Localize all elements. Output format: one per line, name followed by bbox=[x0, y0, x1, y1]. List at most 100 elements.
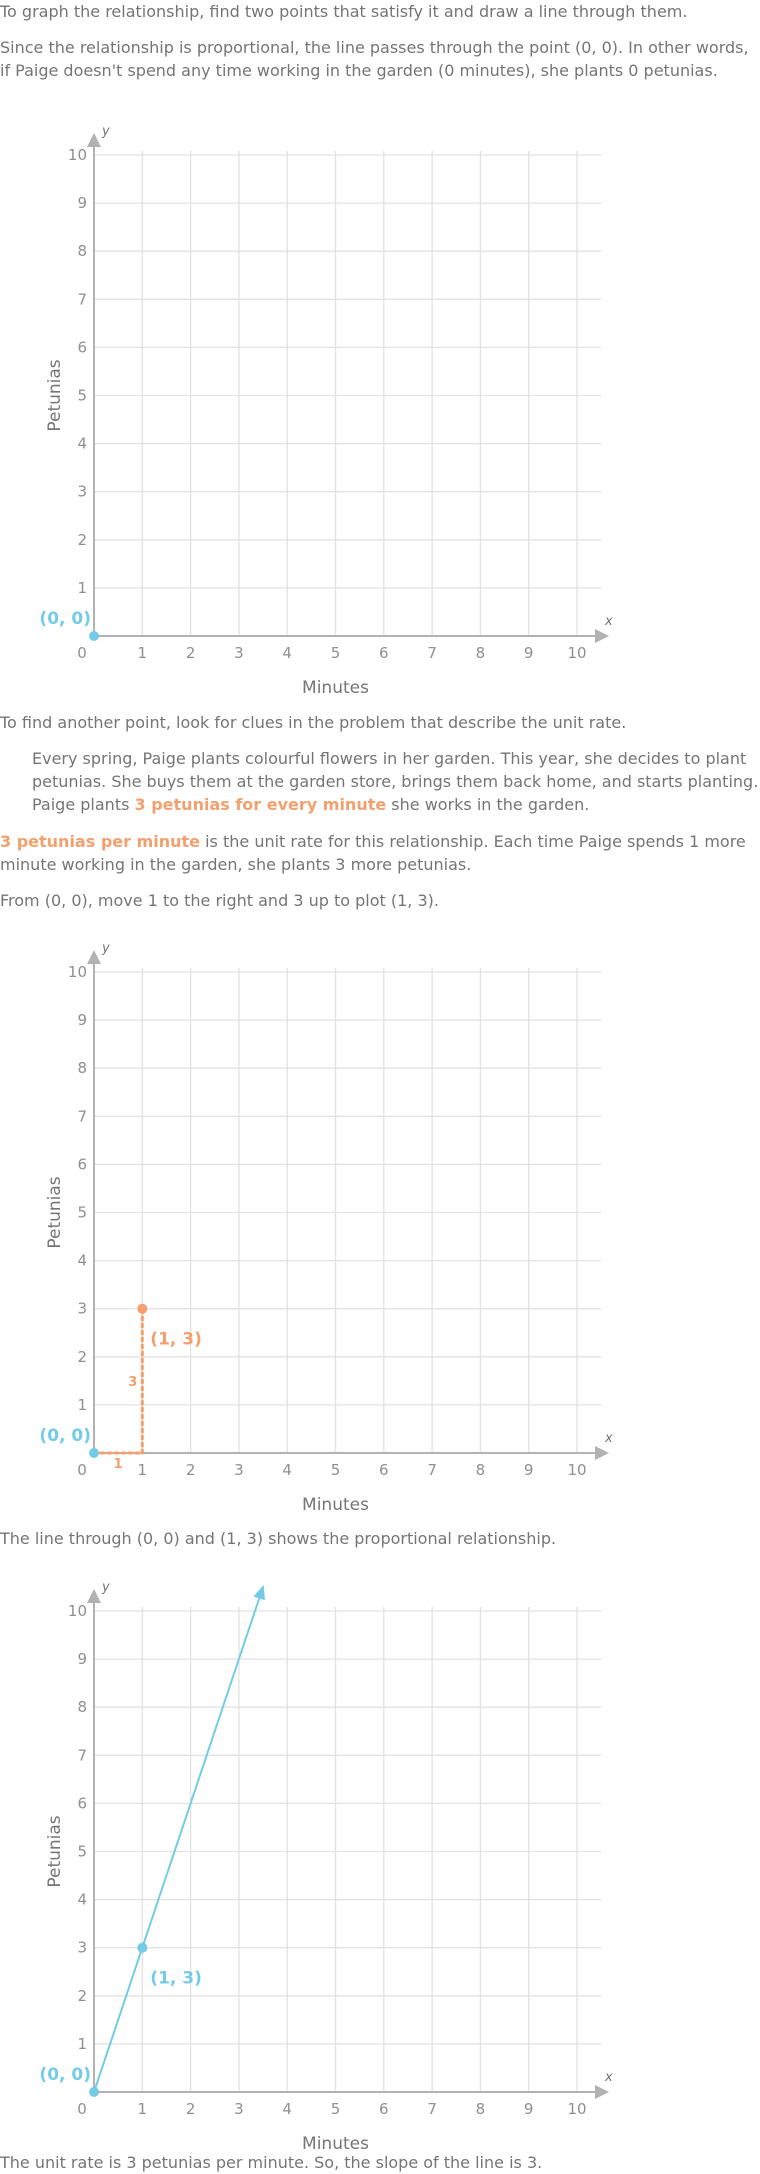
unit-rate-highlight: 3 petunias per minute bbox=[0, 832, 201, 851]
unit-rate-text: 3 petunias per minute is the unit rate f… bbox=[0, 832, 746, 874]
y-tick-label: 4 bbox=[77, 1252, 87, 1270]
y-tick-label: 2 bbox=[77, 1348, 87, 1366]
y-tick-label: 7 bbox=[77, 290, 87, 308]
graph-line: x y 0 1 2 3 4 5 6 7 8 9 10 1 2 3 4 5 6 7 8 9 10 Minutes Petunias… bbox=[39, 1580, 613, 2154]
x-tick-label: 4 bbox=[282, 2100, 292, 2118]
point-label: (0, 0) bbox=[39, 609, 91, 629]
move-text: From (0, 0), move 1 to the right and 3 u… bbox=[0, 891, 439, 910]
x-tick-label: 2 bbox=[186, 2100, 196, 2118]
y-tick-label: 10 bbox=[68, 1602, 87, 1620]
graph-origin: x y 0 1 2 3 4 5 6 7 8 9 10 1 2 3 4 5 6 7 8 9 10 Minutes Petunias… bbox=[39, 124, 613, 698]
problem-quote: Every spring, Paige plants colourful flo… bbox=[32, 749, 759, 814]
y-axis-label: Petunias bbox=[45, 1815, 65, 1887]
x-tick-label: 5 bbox=[331, 644, 341, 662]
clue-text: To find another point, look for clues in… bbox=[0, 713, 627, 732]
quote-highlight: 3 petunias for every minute bbox=[134, 795, 387, 814]
y-tick-label: 9 bbox=[77, 1650, 87, 1668]
x-tick-label: 10 bbox=[567, 1461, 586, 1479]
x-tick-label: 10 bbox=[567, 644, 586, 662]
intro-text: To graph the relationship, find two poin… bbox=[0, 2, 688, 21]
y-tick-label: 4 bbox=[77, 1891, 87, 1909]
x-tick-label: 10 bbox=[567, 2100, 586, 2118]
line-through-text: The line through (0, 0) and (1, 3) shows… bbox=[0, 1529, 557, 1548]
y-tick-label: 1 bbox=[77, 2035, 87, 2053]
point-label: (1, 3) bbox=[150, 1969, 202, 1989]
x-tick-label: 9 bbox=[524, 1461, 534, 1479]
y-axis-label: Petunias bbox=[45, 1176, 65, 1248]
x-tick-label: 3 bbox=[234, 1461, 244, 1479]
x-tick-label: 6 bbox=[379, 1461, 389, 1479]
x-tick-label: 3 bbox=[234, 644, 244, 662]
y-tick-label: 5 bbox=[77, 1843, 87, 1861]
x-axis-label: Minutes bbox=[302, 678, 369, 698]
y-tick-label: 3 bbox=[77, 483, 87, 501]
y-tick-label: 8 bbox=[77, 1059, 87, 1077]
x-tick-label: 7 bbox=[427, 2100, 437, 2118]
y-tick-label: 4 bbox=[77, 435, 87, 453]
y-tick-label: 7 bbox=[77, 1746, 87, 1764]
data-point bbox=[137, 1303, 148, 1314]
run-label: 1 bbox=[114, 1457, 123, 1472]
y-axis-letter: y bbox=[101, 1580, 110, 1595]
x-tick-label: 0 bbox=[77, 2100, 87, 2118]
x-tick-label: 8 bbox=[476, 644, 486, 662]
y-tick-label: 10 bbox=[68, 963, 87, 981]
proportional-text: Since the relationship is proportional, … bbox=[0, 38, 749, 80]
x-tick-label: 1 bbox=[138, 1461, 148, 1479]
x-tick-label: 2 bbox=[186, 644, 196, 662]
x-axis-letter: x bbox=[604, 2070, 613, 2085]
x-tick-label: 6 bbox=[379, 2100, 389, 2118]
x-tick-label: 0 bbox=[77, 644, 87, 662]
x-tick-label: 7 bbox=[427, 644, 437, 662]
x-axis-arrow bbox=[595, 2085, 609, 2099]
x-tick-label: 4 bbox=[282, 1461, 292, 1479]
y-tick-label: 1 bbox=[77, 579, 87, 597]
x-axis-letter: x bbox=[604, 614, 613, 629]
data-point bbox=[89, 1448, 99, 1458]
x-tick-label: 1 bbox=[138, 2100, 148, 2118]
y-tick-label: 6 bbox=[77, 1794, 87, 1812]
y-tick-label: 3 bbox=[77, 1300, 87, 1318]
x-axis-label: Minutes bbox=[302, 1495, 369, 1515]
x-tick-label: 3 bbox=[234, 2100, 244, 2118]
x-axis-letter: x bbox=[604, 1431, 613, 1446]
x-tick-label: 2 bbox=[186, 1461, 196, 1479]
data-point bbox=[89, 631, 99, 641]
graph-unit-rate: x y 0 1 2 3 4 5 6 7 8 9 10 1 2 3 4 5 6 7 8 9 10 Minutes Petunias… bbox=[39, 941, 613, 1515]
point-label: (1, 3) bbox=[150, 1330, 202, 1350]
y-tick-label: 3 bbox=[77, 1939, 87, 1957]
x-tick-label: 7 bbox=[427, 1461, 437, 1479]
x-tick-label: 1 bbox=[138, 644, 148, 662]
y-tick-label: 2 bbox=[77, 1987, 87, 2005]
x-tick-label: 9 bbox=[524, 2100, 534, 2118]
y-tick-label: 8 bbox=[77, 1698, 87, 1716]
y-tick-label: 10 bbox=[68, 146, 87, 164]
x-axis-arrow bbox=[595, 629, 609, 643]
y-axis-arrow bbox=[87, 1589, 101, 1603]
y-axis-label: Petunias bbox=[45, 359, 65, 431]
proportional-line bbox=[93, 1586, 264, 2093]
point-label: (0, 0) bbox=[39, 1426, 91, 1446]
y-tick-label: 1 bbox=[77, 1396, 87, 1414]
line-arrowhead bbox=[253, 1585, 265, 1601]
data-point bbox=[137, 1942, 148, 1953]
y-axis-arrow bbox=[87, 950, 101, 964]
y-tick-label: 5 bbox=[77, 387, 87, 405]
conclusion-text: The unit rate is 3 petunias per minute. … bbox=[0, 2153, 543, 2172]
x-tick-label: 5 bbox=[331, 2100, 341, 2118]
y-axis-letter: y bbox=[101, 124, 110, 139]
x-tick-label: 4 bbox=[282, 644, 292, 662]
x-tick-label: 6 bbox=[379, 644, 389, 662]
y-tick-label: 7 bbox=[77, 1107, 87, 1125]
y-axis-letter: y bbox=[101, 941, 110, 956]
point-label: (0, 0) bbox=[39, 2065, 91, 2085]
y-axis-arrow bbox=[87, 133, 101, 147]
y-tick-label: 9 bbox=[77, 194, 87, 212]
x-axis-arrow bbox=[595, 1446, 609, 1460]
x-tick-label: 8 bbox=[476, 1461, 486, 1479]
x-axis-label: Minutes bbox=[302, 2134, 369, 2154]
y-tick-label: 6 bbox=[77, 338, 87, 356]
data-point bbox=[89, 2087, 99, 2097]
x-tick-label: 8 bbox=[476, 2100, 486, 2118]
x-tick-label: 0 bbox=[77, 1461, 87, 1479]
